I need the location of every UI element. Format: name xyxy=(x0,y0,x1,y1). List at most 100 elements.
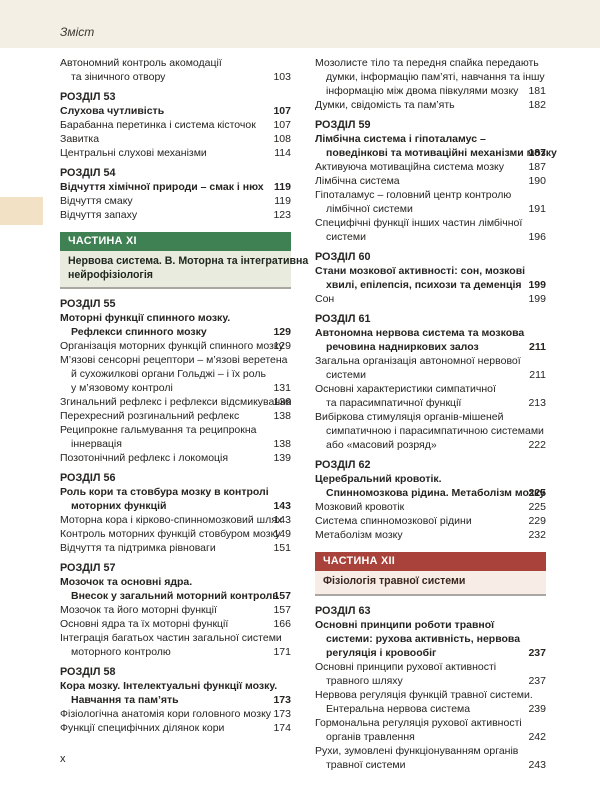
toc-entry: Мозковий кровотік 225 xyxy=(315,500,546,514)
chapter-number-label: РОЗДІЛ 54 xyxy=(60,167,116,179)
toc-entry-text: Основні принципи роботи травної системи: … xyxy=(315,618,522,660)
part-title: Нервова система. В. Моторна та інтеграти… xyxy=(60,251,308,289)
toc-entry-text: Відчуття хімічної природи – смак і нюх xyxy=(60,180,268,194)
toc-entry-line: Позотонічний рефлекс і локомоція xyxy=(60,452,229,464)
toc-entry-line: у м’язовому контролі xyxy=(71,382,173,394)
toc-entry-page-number: 171 xyxy=(273,646,291,658)
toc-entry-text: Система спинномозкової рідини xyxy=(315,514,522,528)
chapter-title-entry: Основні принципи роботи травної системи: … xyxy=(315,618,546,660)
toc-entry-text: Рухи, зумовлені функціонуванням органів т… xyxy=(315,744,522,772)
toc-entry: Основні принципи рухової активності травн… xyxy=(315,660,546,688)
toc-entry-line: Мозочок та основні ядра. xyxy=(60,576,193,588)
toc-entry-line: Барабанна перетинка і система кісточок xyxy=(60,119,256,131)
toc-entry-line: Основні характеристики симпатичної xyxy=(315,383,496,395)
toc-entry-text: Мозолисте тіло та передня спайка передаю… xyxy=(315,56,545,98)
toc-entry-page-number: 229 xyxy=(528,515,546,527)
toc-entry-text: Центральні слухові механізми xyxy=(60,146,268,160)
toc-entry: Гіпоталамус – головний центр контролю лім… xyxy=(315,188,546,216)
toc-entry-text: Реципрокне гальмування та реципрокна інне… xyxy=(60,423,267,451)
toc-entry-text: Сон xyxy=(315,292,522,306)
toc-entry-page-number: 119 xyxy=(274,195,291,207)
toc-entry-text: Кора мозку. Інтелектуальні функції мозку… xyxy=(60,679,277,707)
toc-entry: Перехресний розгинальний рефлекс 138 xyxy=(60,409,291,423)
toc-entry: Відчуття запаху 123 xyxy=(60,208,291,222)
toc-entry: Мозочок та його моторні функції 157 xyxy=(60,603,291,617)
toc-entry-page-number: 173 xyxy=(273,708,291,720)
toc-entry-page-number: 190 xyxy=(528,175,546,187)
toc-entry-page-number: 151 xyxy=(273,542,291,554)
toc-entry-text: Гіпоталамус – головний центр контролю лім… xyxy=(315,188,522,216)
toc-entry-line: регуляція і кровообіг xyxy=(326,646,437,659)
toc-entry-page-number: 211 xyxy=(529,341,546,353)
toc-entry-page-number: 237 xyxy=(528,646,546,659)
toc-entry-line: та парасимпатичної функції xyxy=(326,397,462,409)
toc-entry-line: Гіпоталамус – головний центр контролю xyxy=(315,189,512,201)
toc-entry-text: Вибіркова стимуляція органів-мішеней симп… xyxy=(315,410,544,452)
toc-entry-text: Інтеграція багатьох частин загальної сис… xyxy=(60,631,282,659)
toc-entry-line: Згинальний рефлекс і рефлекси відсмикува… xyxy=(60,396,292,408)
toc-entry-text: Автономний контроль акомодації та зінично… xyxy=(60,56,267,84)
chapter-number-label: РОЗДІЛ 58 xyxy=(60,666,116,678)
page-number-footer: x xyxy=(60,753,66,765)
toc-entry: Відчуття смаку 119 xyxy=(60,194,291,208)
toc-entry: Основні характеристики симпатичної та пар… xyxy=(315,382,546,410)
toc-entry: Реципрокне гальмування та реципрокна інне… xyxy=(60,423,291,451)
toc-entry-line: Сон xyxy=(315,293,335,305)
toc-entry-page-number: 103 xyxy=(273,71,291,83)
toc-entry-text: Моторні функції спинного мозку. Рефлекси … xyxy=(60,311,267,339)
toc-entry-line: Фізіологічна анатомія кори головного моз… xyxy=(60,708,272,720)
toc-entry-page-number: 129 xyxy=(273,326,291,338)
chapter-number-label: РОЗДІЛ 55 xyxy=(60,298,116,310)
toc-entry-text: Контроль моторних функцій стовбуром мозк… xyxy=(60,527,281,541)
toc-entry: Організація моторних функцій спинного мо… xyxy=(60,339,291,353)
toc-entry-page-number: 129 xyxy=(273,340,291,352)
toc-entry-text: Метаболізм мозку xyxy=(315,528,522,542)
toc-entry-line: поведінкові та мотиваційні механізми моз… xyxy=(326,147,557,159)
toc-entry-line: травної системи xyxy=(326,758,406,771)
toc-entry: Моторна кора і кірково-спинномозковий шл… xyxy=(60,513,291,527)
toc-entry-text: Завитка xyxy=(60,132,267,146)
toc-entry: Вибіркова стимуляція органів-мішеней симп… xyxy=(315,410,546,452)
toc-entry-line: Стани мозкової активності: сон, мозкові xyxy=(315,265,526,277)
toc-entry-line: Мозочок та його моторні функції xyxy=(60,604,217,616)
toc-entry-page-number: 138 xyxy=(273,438,291,450)
toc-entry-line: Функції специфічних ділянок кори xyxy=(60,722,225,734)
toc-entry-line: Організація моторних функцій спинного мо… xyxy=(60,340,284,352)
toc-entry-line: Реципрокне гальмування та реципрокна xyxy=(60,424,257,436)
toc-entry-line: й сухожилкові органи Гольджі – і їх роль xyxy=(71,368,266,380)
toc-entry: Функції специфічних ділянок кори 174 xyxy=(60,721,291,735)
toc-entry-text: Організація моторних функцій спинного мо… xyxy=(60,339,284,353)
toc-entry-page-number: 136 xyxy=(273,396,291,408)
page-top-band xyxy=(0,0,600,48)
toc-entry-text: Перехресний розгинальний рефлекс xyxy=(60,409,267,423)
toc-entry-line: Спинномозкова рідина. Метаболізм мозку xyxy=(326,487,546,499)
toc-entry-line: речовина надниркових залоз xyxy=(326,341,479,353)
toc-entry-page-number: 143 xyxy=(273,514,291,526)
toc-entry-line: Ентеральна нервова система xyxy=(326,702,471,715)
toc-entry-text: Лімбічна система xyxy=(315,174,522,188)
toc-entry-line: системи: рухова активність, нервова xyxy=(326,632,521,645)
toc-entry-line: Інтеграція багатьох частин загальної сис… xyxy=(60,632,282,644)
toc-entry-line: Основні принципи роботи травної xyxy=(315,618,495,631)
toc-entry-text: Мозковий кровотік xyxy=(315,500,522,514)
toc-entry: Активуюча мотиваційна система мозку 187 xyxy=(315,160,546,174)
toc-entry-page-number: 239 xyxy=(528,702,546,715)
toc-entry-text: Автономна нервова система та мозкова речо… xyxy=(315,326,524,354)
toc-entry-page-number: 232 xyxy=(528,529,546,541)
toc-entry-page-number: 187 xyxy=(528,161,546,173)
chapter-number-label: РОЗДІЛ 57 xyxy=(60,562,116,574)
toc-entry-page-number: 237 xyxy=(528,674,546,687)
toc-entry-page-number: 114 xyxy=(274,147,291,159)
toc-entry: Основні ядра та їх моторні функції 166 xyxy=(60,617,291,631)
toc-entry-page-number: 157 xyxy=(273,590,291,602)
chapter-number-label: РОЗДІЛ 63 xyxy=(315,604,371,617)
part-title-line: Фізіологія травної системи xyxy=(323,575,466,587)
toc-entry-line: іннервація xyxy=(71,438,122,450)
toc-entry-line: Активуюча мотиваційна система мозку xyxy=(315,161,505,173)
toc-entry-line: Внесок у загальний моторний контроль xyxy=(71,590,279,602)
toc-entry-line: моторних функцій xyxy=(71,500,167,512)
toc-entry: Лімбічна система 190 xyxy=(315,174,546,188)
toc-entry: Мозолисте тіло та передня спайка передаю… xyxy=(315,56,546,98)
running-head: Зміст xyxy=(60,25,95,39)
toc-entry-page-number: 242 xyxy=(528,730,546,743)
